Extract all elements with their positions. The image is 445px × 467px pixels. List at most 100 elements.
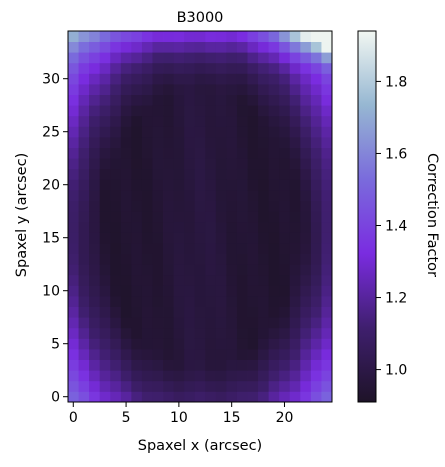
x-axis-ticks: 0 5 10 15 20 <box>69 402 293 426</box>
heatmap-cell <box>279 190 291 201</box>
heatmap-cell <box>152 41 164 53</box>
heatmap-cell <box>300 31 312 42</box>
heatmap-cell <box>205 52 217 64</box>
heatmap-cell <box>78 349 90 360</box>
heatmap-cell <box>152 137 164 148</box>
heatmap-cell <box>99 306 111 318</box>
heatmap-cell <box>78 306 90 318</box>
heatmap-cell <box>289 147 301 159</box>
heatmap-cell <box>247 338 259 350</box>
y-tick-label: 25 <box>42 125 60 141</box>
heatmap-cell <box>141 94 153 106</box>
colorbar-tick-label: 1.6 <box>385 146 407 162</box>
heatmap-cell <box>141 285 153 297</box>
heatmap-cell <box>89 327 101 339</box>
heatmap-cell <box>68 391 79 403</box>
heatmap-cell <box>110 243 122 254</box>
heatmap-cell <box>279 179 291 191</box>
heatmap-cell <box>141 243 153 254</box>
heatmap-cell <box>173 200 185 212</box>
heatmap-cell <box>236 73 248 85</box>
heatmap-cell <box>131 274 143 286</box>
heatmap-cell <box>226 200 238 212</box>
heatmap-cell <box>173 370 185 382</box>
heatmap-cell <box>120 221 132 233</box>
heatmap-cell <box>68 73 79 85</box>
heatmap-cell <box>110 41 122 53</box>
heatmap-cell <box>215 338 227 350</box>
heatmap-cell <box>300 126 312 138</box>
heatmap-cell <box>289 62 301 74</box>
heatmap-cell <box>310 62 322 74</box>
heatmap-cell <box>205 190 217 201</box>
heatmap-cell <box>173 232 185 244</box>
heatmap-cell <box>194 306 206 318</box>
heatmap-cell <box>131 211 143 223</box>
heatmap-cell <box>173 41 185 53</box>
heatmap-cell <box>310 168 322 180</box>
heatmap-cell <box>110 264 122 276</box>
heatmap-cell <box>120 158 132 170</box>
heatmap-cell <box>131 168 143 180</box>
y-tick-label: 10 <box>42 284 60 300</box>
heatmap-cell <box>268 31 280 42</box>
heatmap-cell <box>310 211 322 223</box>
heatmap-cell <box>279 391 291 403</box>
heatmap-cell <box>89 158 101 170</box>
heatmap-cell <box>300 243 312 254</box>
heatmap-cell <box>173 243 185 254</box>
heatmap-cell <box>163 296 174 307</box>
heatmap-cell <box>205 221 217 233</box>
heatmap-cell <box>131 285 143 297</box>
heatmap-cell <box>78 126 90 138</box>
heatmap-cell <box>68 31 79 42</box>
heatmap-cell <box>258 190 270 201</box>
heatmap-cell <box>310 349 322 360</box>
heatmap-cell <box>173 380 185 392</box>
heatmap-cell <box>215 349 227 360</box>
heatmap-cell <box>300 349 312 360</box>
heatmap-cell <box>321 31 333 42</box>
heatmap-cell <box>110 200 122 212</box>
heatmap-cell <box>300 190 312 201</box>
heatmap-cell <box>194 317 206 329</box>
heatmap-cell <box>258 105 270 117</box>
heatmap-cell <box>141 380 153 392</box>
heatmap-cell <box>120 359 132 371</box>
heatmap-cell <box>184 84 196 95</box>
heatmap-cell <box>258 232 270 244</box>
heatmap-cell <box>215 84 227 95</box>
heatmap-cell <box>310 126 322 138</box>
heatmap-cell <box>141 105 153 117</box>
heatmap-cell <box>205 306 217 318</box>
heatmap-cell <box>289 105 301 117</box>
heatmap-cell <box>184 105 196 117</box>
heatmap-cell <box>268 253 280 265</box>
heatmap-cell <box>99 52 111 64</box>
heatmap-cell <box>152 73 164 85</box>
heatmap-cell <box>205 105 217 117</box>
heatmap-cell <box>120 115 132 127</box>
heatmap-cell <box>310 285 322 297</box>
heatmap-cell <box>99 243 111 254</box>
heatmap-cell <box>184 147 196 159</box>
heatmap-cell <box>184 158 196 170</box>
heatmap-cell <box>194 211 206 223</box>
heatmap-cell <box>236 126 248 138</box>
heatmap-cell <box>120 200 132 212</box>
heatmap-cell <box>236 62 248 74</box>
x-tick-label: 15 <box>223 410 241 426</box>
heatmap-cell <box>258 264 270 276</box>
heatmap-cell <box>205 94 217 106</box>
heatmap-cell <box>78 359 90 371</box>
heatmap-cell <box>194 31 206 42</box>
heatmap-cell <box>321 115 333 127</box>
heatmap-cell <box>247 253 259 265</box>
heatmap-cell <box>68 232 79 244</box>
heatmap-cell <box>268 190 280 201</box>
heatmap-cell <box>236 105 248 117</box>
heatmap-cell <box>78 115 90 127</box>
heatmap-cell <box>173 126 185 138</box>
heatmap-cell <box>258 147 270 159</box>
colorbar-tick-label: 1.4 <box>385 219 407 235</box>
